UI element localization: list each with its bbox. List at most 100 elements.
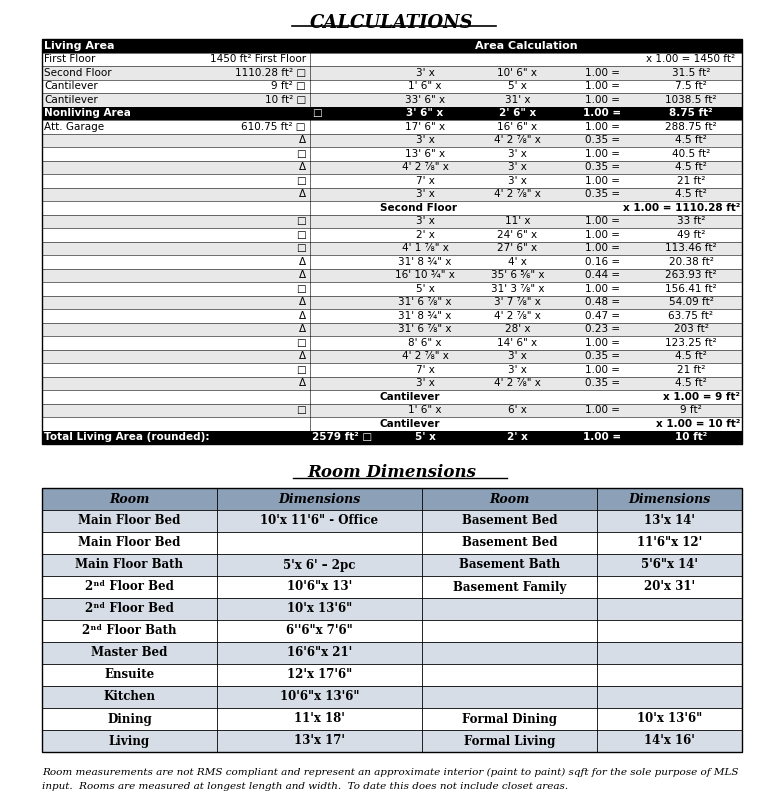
Text: □: □ xyxy=(296,216,306,227)
Text: Second Floor: Second Floor xyxy=(380,203,457,213)
Bar xyxy=(42,349,742,363)
Text: Δ: Δ xyxy=(299,311,306,320)
Text: 10'6"x 13': 10'6"x 13' xyxy=(287,581,352,594)
Text: 3' x: 3' x xyxy=(508,176,527,186)
Text: x 1.00 = 9 ft²: x 1.00 = 9 ft² xyxy=(663,392,740,402)
Bar xyxy=(42,642,742,664)
Text: 10' 6" x: 10' 6" x xyxy=(498,68,538,78)
Text: Dining: Dining xyxy=(107,713,152,726)
Bar xyxy=(42,598,742,620)
Text: 11'6"x 12': 11'6"x 12' xyxy=(637,536,702,549)
Text: 40.5 ft²: 40.5 ft² xyxy=(672,149,710,159)
Text: 20'x 31': 20'x 31' xyxy=(644,581,695,594)
Text: Att. Garage: Att. Garage xyxy=(44,121,104,132)
Text: Area Calculation: Area Calculation xyxy=(474,40,577,51)
Text: 1.00 =: 1.00 = xyxy=(585,244,620,253)
Text: Basement Family: Basement Family xyxy=(453,581,566,594)
Text: 10'x 13'6": 10'x 13'6" xyxy=(637,713,702,726)
Text: 288.75 ft²: 288.75 ft² xyxy=(665,121,717,132)
Text: □: □ xyxy=(296,337,306,348)
Text: 2ⁿᵈ Floor Bath: 2ⁿᵈ Floor Bath xyxy=(82,625,176,637)
Text: 3' x: 3' x xyxy=(416,135,434,146)
Text: Main Floor Bed: Main Floor Bed xyxy=(78,536,180,549)
Text: 2' x: 2' x xyxy=(507,432,528,443)
Text: Cantilever: Cantilever xyxy=(44,95,98,104)
Text: Cantilever: Cantilever xyxy=(380,392,441,402)
Text: 1450 ft² First Floor: 1450 ft² First Floor xyxy=(210,54,306,64)
Text: 31' 3 ⅞" x: 31' 3 ⅞" x xyxy=(491,284,544,294)
Text: 27' 6" x: 27' 6" x xyxy=(497,244,538,253)
Text: 4.5 ft²: 4.5 ft² xyxy=(675,189,707,199)
Text: Basement Bed: Basement Bed xyxy=(462,515,557,527)
Text: Room: Room xyxy=(489,493,530,506)
Text: 1.00 =: 1.00 = xyxy=(585,121,620,132)
Text: 6' x: 6' x xyxy=(508,405,527,415)
Text: Δ: Δ xyxy=(299,189,306,199)
Text: □: □ xyxy=(296,230,306,239)
Bar xyxy=(42,269,742,282)
Text: 203 ft²: 203 ft² xyxy=(673,324,709,334)
Text: Dimensions: Dimensions xyxy=(278,493,361,506)
Text: Kitchen: Kitchen xyxy=(103,691,155,704)
Text: Basement Bath: Basement Bath xyxy=(459,558,560,571)
Bar xyxy=(42,214,742,228)
Text: 16' 6" x: 16' 6" x xyxy=(497,121,538,132)
Bar xyxy=(42,39,742,53)
Text: 31' 8 ¾" x: 31' 8 ¾" x xyxy=(398,256,452,267)
Text: 2' 6" x: 2' 6" x xyxy=(499,108,536,118)
Bar xyxy=(42,147,742,160)
Bar xyxy=(42,309,742,323)
Text: □: □ xyxy=(296,284,306,294)
Text: 1.00 =: 1.00 = xyxy=(585,337,620,348)
Text: □: □ xyxy=(296,149,306,159)
Text: 0.16 =: 0.16 = xyxy=(585,256,620,267)
Text: 5' x: 5' x xyxy=(416,284,434,294)
Text: □: □ xyxy=(296,365,306,375)
Bar xyxy=(42,133,742,147)
Text: First Floor: First Floor xyxy=(44,54,96,64)
Text: 10'x 11'6" - Office: 10'x 11'6" - Office xyxy=(260,515,379,527)
Bar xyxy=(42,242,742,255)
Text: 11'x 18': 11'x 18' xyxy=(294,713,345,726)
Text: 1038.5 ft²: 1038.5 ft² xyxy=(666,95,717,104)
Text: 1.00 =: 1.00 = xyxy=(585,405,620,415)
Text: x 1.00 = 1450 ft²: x 1.00 = 1450 ft² xyxy=(647,54,735,64)
Text: 0.47 =: 0.47 = xyxy=(585,311,620,320)
Bar xyxy=(42,488,742,510)
Text: 263.93 ft²: 263.93 ft² xyxy=(665,270,717,280)
Bar xyxy=(42,708,742,730)
Text: x 1.00 = 1110.28 ft²: x 1.00 = 1110.28 ft² xyxy=(622,203,740,213)
Text: 1.00 =: 1.00 = xyxy=(585,216,620,227)
Bar xyxy=(42,363,742,376)
Bar xyxy=(42,295,742,309)
Text: 14'x 16': 14'x 16' xyxy=(644,735,695,748)
Text: 11' x: 11' x xyxy=(505,216,530,227)
Text: Formal Living: Formal Living xyxy=(464,735,555,748)
Text: Δ: Δ xyxy=(299,379,306,388)
Bar xyxy=(42,66,742,79)
Text: 3' x: 3' x xyxy=(416,189,434,199)
Text: □: □ xyxy=(296,176,306,186)
Text: 6''6"x 7'6": 6''6"x 7'6" xyxy=(286,625,353,637)
Text: 4' 1 ⅞" x: 4' 1 ⅞" x xyxy=(401,244,448,253)
Text: 13'x 14': 13'x 14' xyxy=(644,515,695,527)
Text: 610.75 ft² □: 610.75 ft² □ xyxy=(241,121,306,132)
Bar xyxy=(42,93,742,107)
Text: 10'6"x 13'6": 10'6"x 13'6" xyxy=(280,691,359,704)
Text: Formal Dining: Formal Dining xyxy=(462,713,557,726)
Text: Cantilever: Cantilever xyxy=(380,419,441,429)
Text: Δ: Δ xyxy=(299,297,306,307)
Text: 0.48 =: 0.48 = xyxy=(585,297,620,307)
Text: 4.5 ft²: 4.5 ft² xyxy=(675,135,707,146)
Text: Room measurements are not RMS compliant and represent an approximate interior (p: Room measurements are not RMS compliant … xyxy=(42,768,739,777)
Text: 1.00 =: 1.00 = xyxy=(585,95,620,104)
Bar xyxy=(42,532,742,554)
Bar xyxy=(42,188,742,201)
Text: 7.5 ft²: 7.5 ft² xyxy=(675,81,707,91)
Bar xyxy=(42,201,742,214)
Bar xyxy=(42,488,742,752)
Text: Δ: Δ xyxy=(299,163,306,172)
Text: 0.35 =: 0.35 = xyxy=(585,163,620,172)
Text: 9 ft² □: 9 ft² □ xyxy=(271,81,306,91)
Text: Δ: Δ xyxy=(299,270,306,280)
